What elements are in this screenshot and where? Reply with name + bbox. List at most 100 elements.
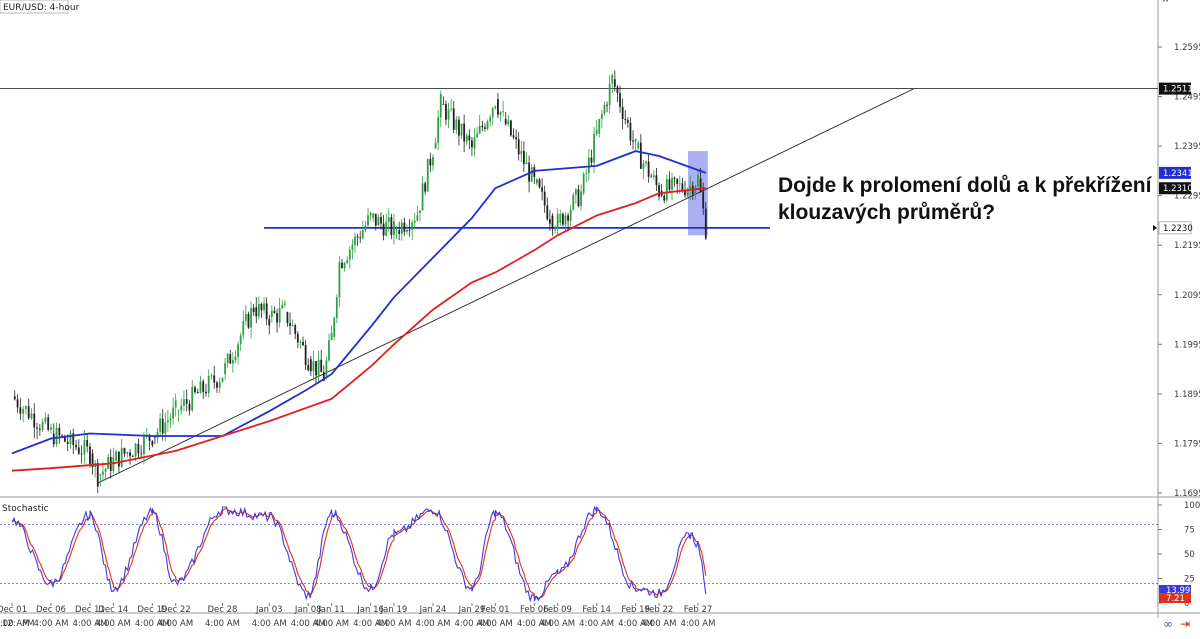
candle-body [213,375,216,383]
candle-body [595,129,598,135]
x-tick-time-label: 4:00 AM [34,619,69,629]
candle-body [439,93,442,118]
candle-body [517,139,520,155]
candle-body [283,303,286,305]
link-icon[interactable]: ∞ [1163,617,1173,631]
candle-body [276,312,278,323]
candle-body [658,185,660,197]
candle-body [172,407,175,419]
x-tick-label: Feb 09 [543,605,572,615]
candle-body [346,260,349,264]
candle-body [665,179,668,201]
chevron-up-icon[interactable]: ⌃ [1160,0,1171,12]
stoch-tick-label: 25 [1184,575,1195,585]
candle-body [403,222,406,232]
candle-body [476,133,479,138]
candle-body [619,93,621,107]
candle-body [177,410,180,412]
candle-body [374,213,377,226]
candle-body [655,175,658,186]
candle-body [484,127,486,129]
candle-body [380,217,382,224]
candle-body [673,177,676,179]
candle-body [216,382,218,388]
candle-body [194,387,196,392]
candle-body [629,122,632,141]
candle-body [541,187,543,192]
price-label-box [1159,166,1191,179]
candle-body [499,112,502,115]
candle-body [38,428,41,430]
candle-body [582,173,585,194]
candle-body [478,125,481,134]
x-tick-label: Feb 27 [684,605,713,615]
x-tick-time-label: 4:00 AM [252,619,287,629]
candle-body [587,157,590,174]
candle-body [468,135,471,141]
candle-body [426,158,429,192]
candle-body [137,443,140,454]
candle-body [502,111,505,113]
candle-body [312,361,315,372]
candle-body [320,359,323,373]
candle-body [273,310,276,313]
x-tick-time-label: 4:00 AM [96,619,131,629]
candle-body [538,179,541,188]
y-tick-label: 1.1895 [1174,390,1200,400]
price-label: 1.2341 [1163,169,1193,179]
candle-body [129,452,131,457]
candle-body [634,138,637,142]
candle-body [41,421,44,430]
x-tick-label: Jan 11 [317,605,345,615]
candle-body [546,205,549,220]
candle-body [572,194,575,210]
y-tick-label: 1.2595 [1174,43,1200,53]
candle-body [356,236,359,238]
am-pm-label: PM [22,619,34,629]
y-tick-label: 1.1795 [1174,439,1200,449]
candle-body [704,208,707,239]
candle-body [463,123,466,142]
x-tick-time-label: 4:00 AM [642,619,677,629]
x-tick-label: Feb 14 [582,605,611,615]
candle-body [556,213,559,229]
candle-body [91,453,94,468]
x-tick-label: Dec 14 [98,605,128,615]
x-tick-time-label: 4:00 AM [415,619,450,629]
candle-body [624,118,627,120]
candle-body [367,215,369,226]
candle-body [681,183,684,191]
stoch-k-line [11,505,707,603]
x-tick-label: Jan 29 [458,605,486,615]
candle-body [63,435,66,442]
x-tick-time-label: 4:00 AM [0,619,29,629]
x-tick-label: Jan 08 [294,605,322,615]
candle-body [445,104,447,120]
stoch-tick-label: 0 [1184,599,1189,609]
candle-body [221,377,224,382]
candle-body [361,229,364,239]
candle-body [58,427,61,436]
x-tick-label: Dec 28 [207,605,237,615]
candle-body [169,418,172,421]
candle-body [684,190,686,196]
candle-body [247,313,250,328]
candle-body [411,222,414,230]
x-tick-label: Dec 11 [75,605,105,615]
candle-body [372,213,375,218]
candle-body [268,319,271,326]
candle-body [523,150,525,165]
stoch-tick-label: 75 [1184,526,1195,536]
candle-body [343,263,346,269]
y-tick-label: 1.2295 [1174,192,1200,202]
moving-average-fast [11,150,707,455]
jump-to-end-icon[interactable]: ⇥ [1180,617,1191,631]
candle-body [507,120,510,125]
stochastic-title: Stochastic [2,504,49,514]
candle-body [668,179,671,190]
candle-body [302,341,304,346]
stoch-tick-label: 100 [1184,501,1200,511]
candle-body [72,433,75,445]
y-tick-label: 1.1695 [1174,489,1200,499]
candle-body [458,119,460,136]
